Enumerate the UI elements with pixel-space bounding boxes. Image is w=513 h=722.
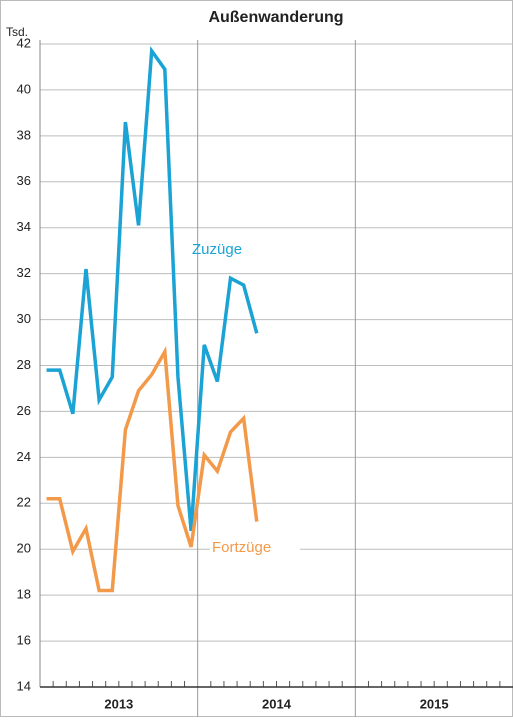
y-tick-label: 34: [17, 219, 31, 234]
label-bg: [210, 539, 300, 557]
y-tick-label: 18: [17, 587, 31, 602]
x-year-label: 2015: [420, 696, 449, 711]
y-tick-label: 32: [17, 265, 31, 280]
x-year-label: 2014: [262, 696, 292, 711]
y-tick-label: 16: [17, 633, 31, 648]
series-line: [46, 345, 259, 593]
y-axis-label: Tsd.: [6, 25, 28, 39]
series-line: [46, 45, 259, 531]
series-label: Fortzüge: [212, 539, 271, 556]
y-tick-label: 36: [17, 173, 31, 188]
chart-title: Außenwanderung: [208, 9, 343, 26]
y-tick-label: 40: [17, 81, 31, 96]
y-tick-label: 20: [17, 541, 31, 556]
y-tick-label: 28: [17, 357, 31, 372]
series-label-group: Zuzüge: [192, 241, 242, 258]
y-tick-label: 22: [17, 495, 31, 510]
series-label-group: Fortzüge: [210, 539, 300, 557]
y-tick-label: 30: [17, 311, 31, 326]
y-tick-label: 38: [17, 127, 31, 142]
y-tick-label: 42: [17, 35, 31, 50]
x-year-label: 2013: [104, 696, 133, 711]
series-label: Zuzüge: [192, 241, 242, 258]
y-tick-label: 24: [17, 449, 31, 464]
y-tick-label: 14: [17, 678, 31, 693]
y-tick-label: 26: [17, 403, 31, 418]
